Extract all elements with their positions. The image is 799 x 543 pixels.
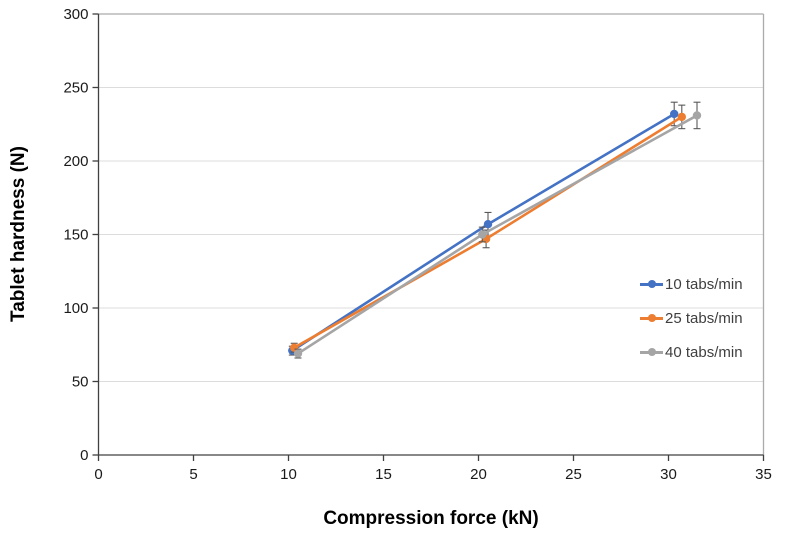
data-point-marker — [670, 109, 679, 119]
data-point-marker — [483, 220, 493, 229]
x-tick-label: 20 — [470, 466, 487, 483]
legend-line-marker-icon — [640, 313, 665, 323]
legend: 10 tabs/min 25 tabs/min 40 tabs/min — [640, 267, 743, 369]
x-tick-label: 5 — [189, 466, 197, 483]
data-point-marker — [692, 111, 702, 120]
legend-label: 40 tabs/min — [665, 343, 743, 361]
data-point-marker — [677, 112, 686, 122]
x-tick-label: 35 — [755, 466, 772, 483]
y-tick-label: 0 — [80, 447, 88, 464]
x-axis-title: Compression force (kN) — [323, 508, 539, 529]
legend-dot — [648, 313, 656, 322]
data-point-marker — [293, 349, 303, 358]
x-tick-label: 0 — [94, 466, 102, 483]
legend-line-marker-icon — [640, 347, 665, 357]
y-tick-label: 200 — [63, 153, 88, 170]
x-tick-label: 25 — [565, 466, 582, 483]
y-tick-label: 250 — [63, 80, 88, 97]
x-tick-label: 30 — [660, 466, 677, 483]
y-tick-label: 100 — [63, 300, 88, 317]
y-axis-title: Tablet hardness (N) — [8, 146, 29, 322]
y-tick-label: 150 — [63, 227, 88, 244]
legend-line-marker-icon — [640, 279, 665, 289]
x-tick-label: 10 — [280, 466, 297, 483]
y-tick-label: 300 — [63, 6, 88, 23]
legend-item: 25 tabs/min — [640, 301, 743, 335]
y-tick-label: 50 — [72, 374, 89, 391]
x-tick-label: 15 — [375, 466, 392, 483]
legend-item: 10 tabs/min — [640, 267, 743, 301]
legend-item: 40 tabs/min — [640, 335, 743, 369]
legend-dot — [648, 279, 656, 288]
legend-label: 25 tabs/min — [665, 309, 743, 327]
legend-dot — [648, 347, 656, 356]
data-point-marker — [478, 230, 487, 239]
legend-label: 10 tabs/min — [665, 275, 743, 293]
